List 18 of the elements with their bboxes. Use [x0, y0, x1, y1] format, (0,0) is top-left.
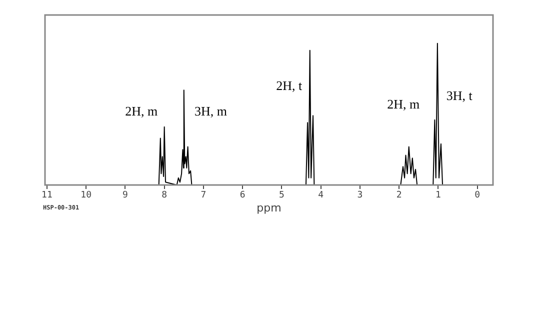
x-tick-label: 6 [240, 190, 246, 201]
x-tick-label: 7 [200, 190, 206, 201]
x-tick-label: 10 [80, 190, 92, 201]
x-tick-label: 1 [436, 190, 441, 201]
x-tick-label: 4 [318, 190, 324, 201]
annotation: 2H, t [276, 78, 303, 93]
annotation: 3H, t [446, 88, 473, 104]
annotation: 2H, m [125, 103, 158, 118]
annotation: 3H, m [194, 103, 228, 118]
x-tick-label: 11 [42, 190, 52, 201]
x-tick-label: 8 [162, 190, 168, 201]
x-tick-label: 9 [122, 190, 128, 201]
x-tick-label: 0 [474, 190, 480, 201]
annotation: 2H, m [387, 96, 420, 112]
x-tick-label: 2 [396, 190, 402, 201]
x-tick-label: 5 [279, 190, 284, 201]
x-tick-label: 3 [357, 190, 363, 201]
x-axis-title: ppm [256, 201, 282, 214]
